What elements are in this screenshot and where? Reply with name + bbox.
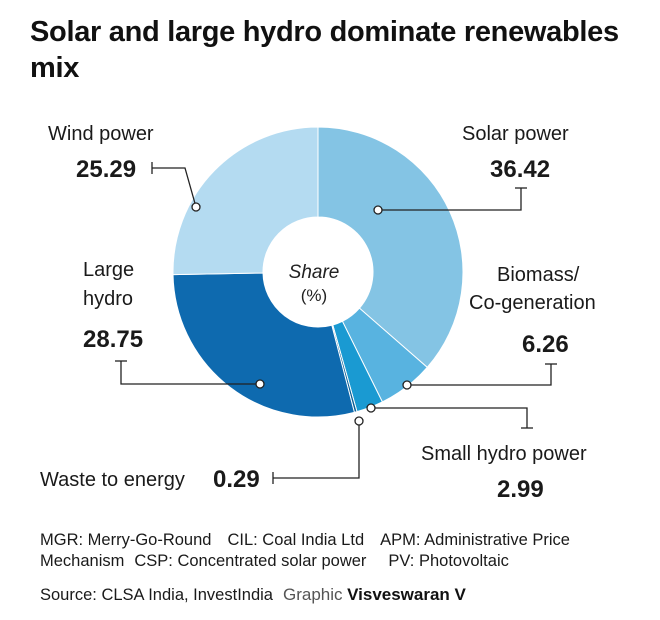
abbr-csp: CSP: Concentrated solar power	[134, 552, 367, 570]
credit-name: Visveswaran V	[347, 585, 466, 604]
abbr-mgr: MGR: Merry-Go-Round	[40, 531, 212, 549]
abbr-pv: PV: Photovoltaic	[388, 552, 509, 570]
label-large-hydro-value: 28.75	[83, 326, 143, 353]
label-large-hydro-name-1: Large	[83, 259, 134, 281]
dot-solar	[373, 205, 383, 215]
chart-title: Solar and large hydro dominate renewable…	[30, 16, 619, 84]
label-waste-value: 0.29	[213, 466, 260, 493]
leader-dots	[191, 202, 412, 426]
abbr-cil: CIL: Coal India Ltd	[227, 531, 365, 549]
label-large-hydro-name-2: hydro	[83, 288, 133, 310]
label-small-hydro-value: 2.99	[497, 476, 544, 503]
dot-biomass	[402, 380, 412, 390]
abbr-apm: APM: Administrative Price	[380, 531, 570, 549]
label-small-hydro-name: Small hydro power	[421, 443, 587, 465]
leader-small-hydro	[371, 407, 528, 428]
credit-label: Graphic	[282, 585, 343, 604]
label-solar-value: 36.42	[490, 156, 550, 183]
label-biomass-name-2: Co-generation	[469, 292, 596, 314]
label-wind-value: 25.29	[76, 156, 136, 183]
center-label-unit: (%)	[301, 286, 327, 305]
label-biomass-name-1: Biomass/	[497, 264, 580, 286]
dot-small-hydro	[366, 403, 376, 413]
source-text: Source: CLSA India, InvestIndia	[40, 586, 273, 604]
leader-biomass	[407, 364, 552, 386]
leader-waste	[273, 421, 360, 479]
label-biomass-value: 6.26	[522, 331, 569, 358]
center-label-share: Share	[289, 262, 340, 283]
dot-large-hydro	[255, 379, 265, 389]
donut-hole	[263, 217, 373, 327]
footer-abbreviations-2: Mechanism CSP: Concentrated solar power PV…	[40, 552, 509, 571]
leader-solar	[378, 188, 522, 211]
label-wind-name: Wind power	[48, 123, 154, 145]
leader-large-hydro	[120, 361, 260, 385]
leader-wind	[152, 167, 197, 208]
footer-abbreviations-1: MGR: Merry-Go-Round CIL: Coal India Ltd AP…	[40, 531, 570, 550]
label-solar-name: Solar power	[462, 123, 569, 145]
dot-wind	[191, 202, 201, 212]
donut-chart: Share (%) Wind power 25.29 Solar power 3…	[40, 123, 596, 503]
label-waste-name: Waste to energy	[40, 469, 185, 491]
abbr-mechanism: Mechanism	[40, 552, 125, 570]
footer-source: Source: CLSA India, InvestIndia Graphic V…	[40, 585, 466, 605]
leader-lines	[115, 162, 557, 484]
dot-waste	[354, 416, 364, 426]
